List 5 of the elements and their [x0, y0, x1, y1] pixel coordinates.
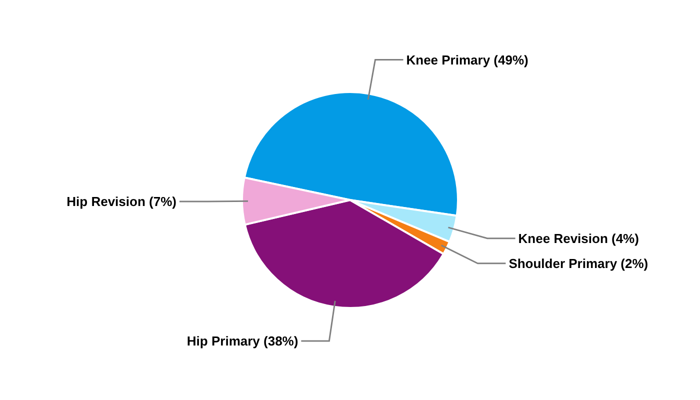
slice-label: Hip Primary (38%)	[186, 334, 298, 349]
slice-label: Knee Primary (49%)	[406, 52, 528, 68]
slice-label: Hip Revision (7%)	[66, 194, 176, 210]
slice-label: Shoulder Primary (2%)	[508, 256, 648, 271]
slice-label: Knee Revision (4%)	[518, 230, 639, 246]
